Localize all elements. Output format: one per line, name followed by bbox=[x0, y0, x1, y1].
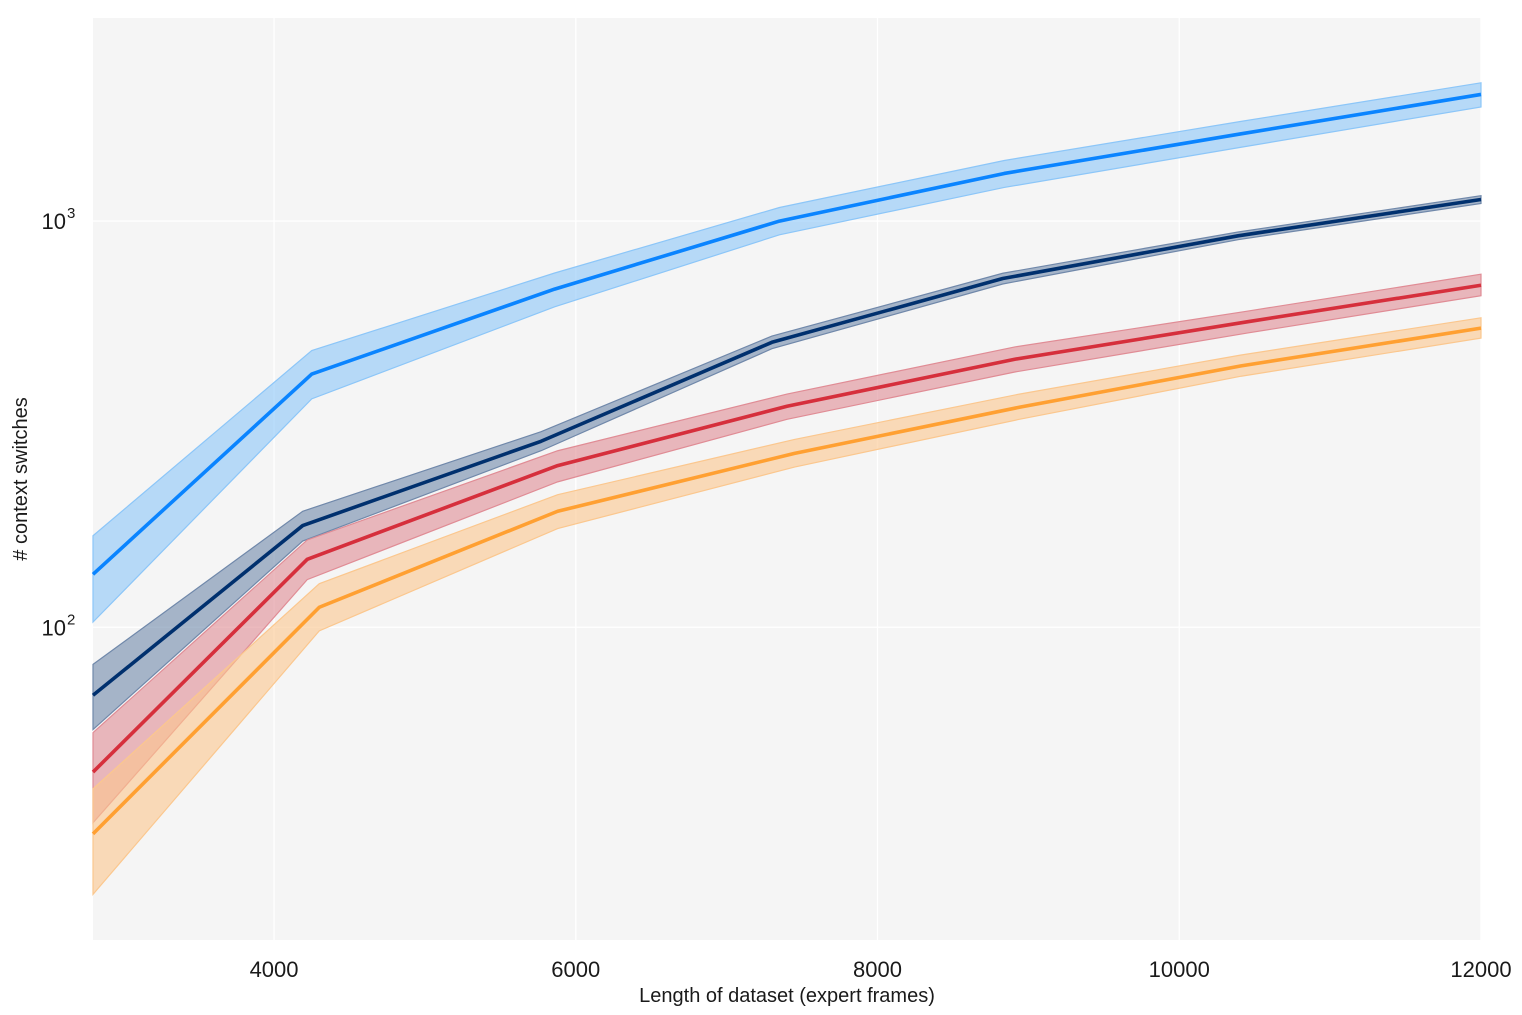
x-tick-label-12000: 12000 bbox=[1450, 957, 1511, 982]
series-lines bbox=[91, 92, 1482, 836]
y-axis-title: # context switches bbox=[10, 397, 32, 560]
x-tick-label-4000: 4000 bbox=[250, 957, 299, 982]
y-tick-base: 10 bbox=[42, 615, 66, 640]
x-tick-label-6000: 6000 bbox=[551, 957, 600, 982]
series-light-blue-line bbox=[91, 92, 1482, 576]
x-tick-label-10000: 10000 bbox=[1149, 957, 1210, 982]
plot-background bbox=[93, 18, 1481, 940]
x-tick-label-8000: 8000 bbox=[853, 957, 902, 982]
x-axis-title: Length of dataset (expert frames) bbox=[639, 985, 935, 1007]
series-dark-navy-line bbox=[91, 197, 1482, 697]
x-axis-ticks: 4000 6000 8000 10000 12000 bbox=[250, 957, 1512, 982]
series-red-band bbox=[92, 273, 1482, 825]
y-tick-label-1000: 10 3 bbox=[42, 205, 76, 234]
y-tick-base: 10 bbox=[42, 209, 66, 234]
series-orange-line bbox=[91, 326, 1482, 836]
series-dark-navy-band bbox=[92, 194, 1482, 731]
series-orange-band bbox=[92, 317, 1482, 896]
y-tick-label-100: 10 2 bbox=[42, 611, 76, 640]
series-red-line bbox=[91, 283, 1482, 774]
y-tick-exponent: 2 bbox=[67, 611, 75, 628]
y-tick-exponent: 3 bbox=[67, 205, 75, 222]
